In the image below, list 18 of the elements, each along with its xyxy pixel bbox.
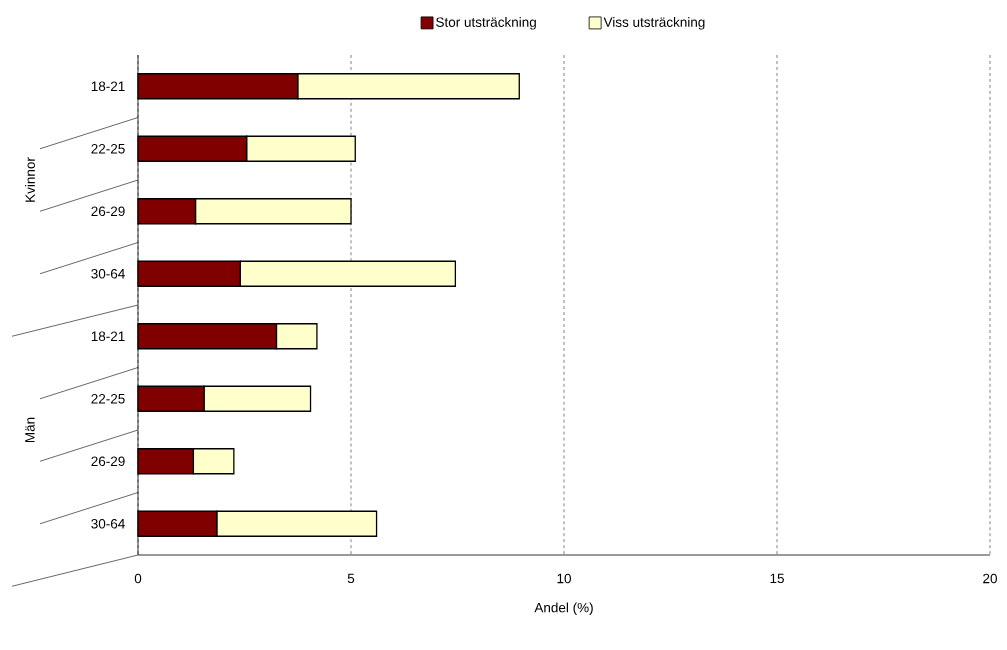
y-tick-label: 30-64	[91, 518, 125, 529]
x-tick-label: 5	[347, 573, 355, 584]
text: Kvinnor	[25, 157, 35, 202]
y-tick-label: 18-21	[91, 81, 125, 92]
x-tick-label: 15	[770, 573, 784, 584]
y-tick-label: 22-25	[91, 393, 125, 404]
y-tick-label: 26-29	[91, 456, 125, 467]
x-tick-label: 0	[134, 573, 142, 584]
y-tick-label: 22-25	[91, 143, 125, 154]
y-tick-label: 26-29	[91, 206, 125, 217]
y-tick-label: 18-21	[91, 331, 125, 342]
text: Män	[25, 417, 35, 443]
legend-label: Stor utsträckning	[436, 17, 536, 30]
legend-label: Viss utsträckning	[603, 17, 705, 30]
y-tick-label: 30-64	[91, 268, 125, 279]
x-axis-title: Andel (%)	[534, 602, 593, 616]
x-tick-label: 10	[557, 573, 571, 584]
x-tick-label: 20	[983, 573, 997, 584]
